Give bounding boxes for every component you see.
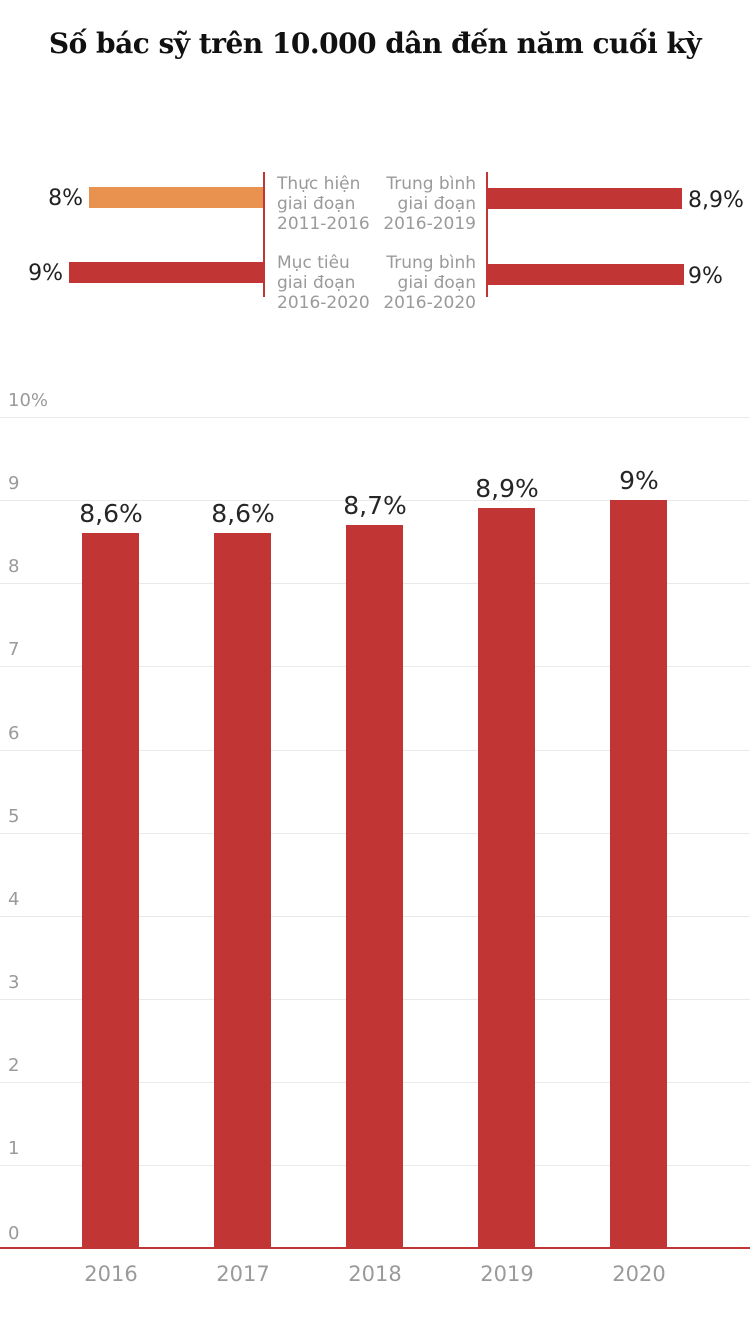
gridline <box>0 500 750 501</box>
legend-label-line: 2016-2019 <box>383 214 476 234</box>
y-axis-tick-1: 1 <box>8 1138 20 1159</box>
bar-value-label-2019: 8,9% <box>475 474 539 503</box>
legend-bar-thuc-hien-2011-2016 <box>89 187 263 208</box>
legend-label-line: giai đoạn <box>397 273 476 293</box>
legend-axis-line-right <box>486 172 488 297</box>
y-axis-tick-8: 8 <box>8 556 20 577</box>
legend-label-line: Mục tiêu <box>277 253 350 273</box>
legend-bar-tb-2016-2019 <box>488 188 682 209</box>
y-axis-tick-9: 9 <box>8 473 20 494</box>
legend-label-line: 2016-2020 <box>383 293 476 313</box>
legend-label-line: Trung bình <box>386 253 476 273</box>
legend-value-thuc-hien: 8% <box>48 186 83 211</box>
y-axis-tick-7: 7 <box>8 639 20 660</box>
bar-2019 <box>478 508 535 1247</box>
bar-value-label-2016: 8,6% <box>79 499 143 528</box>
legend-label-tb-2016-2019: Trung bình giai đoạn 2016-2019 <box>330 174 476 234</box>
legend-label-line: giai đoạn <box>397 194 476 214</box>
x-axis-label-2019: 2019 <box>480 1262 534 1286</box>
legend-label-line: 2011-2016 <box>277 214 370 234</box>
x-axis-label-2017: 2017 <box>216 1262 270 1286</box>
bar-value-label-2017: 8,6% <box>211 499 275 528</box>
y-axis-tick-5: 5 <box>8 806 20 827</box>
bar-value-label-2018: 8,7% <box>343 491 407 520</box>
y-axis-tick-10: 10% <box>8 390 49 411</box>
legend-bar-muc-tieu-2016-2020 <box>69 262 263 283</box>
bar-2016 <box>82 533 139 1247</box>
legend-label-line: 2016-2020 <box>277 293 370 313</box>
x-axis-label-2016: 2016 <box>84 1262 138 1286</box>
legend-value-muc-tieu: 9% <box>28 261 63 286</box>
legend-label-tb-2016-2020: Trung bình giai đoạn 2016-2020 <box>330 253 476 313</box>
bar-2018 <box>346 525 403 1247</box>
y-axis-tick-6: 6 <box>8 723 20 744</box>
legend-label-line: giai đoạn <box>277 273 356 293</box>
bar-value-label-2020: 9% <box>619 466 659 495</box>
x-axis-baseline <box>0 1247 750 1249</box>
legend-label-line: Thực hiện <box>277 174 361 194</box>
y-axis-tick-2: 2 <box>8 1055 20 1076</box>
x-axis-label-2020: 2020 <box>612 1262 666 1286</box>
bar-2020 <box>610 500 667 1247</box>
legend-label-thuc-hien: Thực hiện giai đoạn 2011-2016 <box>277 174 370 234</box>
x-axis-label-2018: 2018 <box>348 1262 402 1286</box>
y-axis-tick-4: 4 <box>8 889 20 910</box>
page-title: Số bác sỹ trên 10.000 dân đến năm cuối k… <box>48 27 702 60</box>
legend-value-tb-2016-2019: 8,9% <box>688 188 744 213</box>
legend-label-line: Trung bình <box>386 174 476 194</box>
legend-bar-tb-2016-2020 <box>488 264 684 285</box>
y-axis-tick-3: 3 <box>8 972 20 993</box>
legend-value-tb-2016-2020: 9% <box>688 264 723 289</box>
gridline <box>0 417 750 418</box>
y-axis-tick-0: 0 <box>8 1223 20 1244</box>
legend-label-line: giai đoạn <box>277 194 356 214</box>
bar-2017 <box>214 533 271 1247</box>
legend-axis-line-left <box>263 172 265 297</box>
legend-label-muc-tieu: Mục tiêu giai đoạn 2016-2020 <box>277 253 370 313</box>
